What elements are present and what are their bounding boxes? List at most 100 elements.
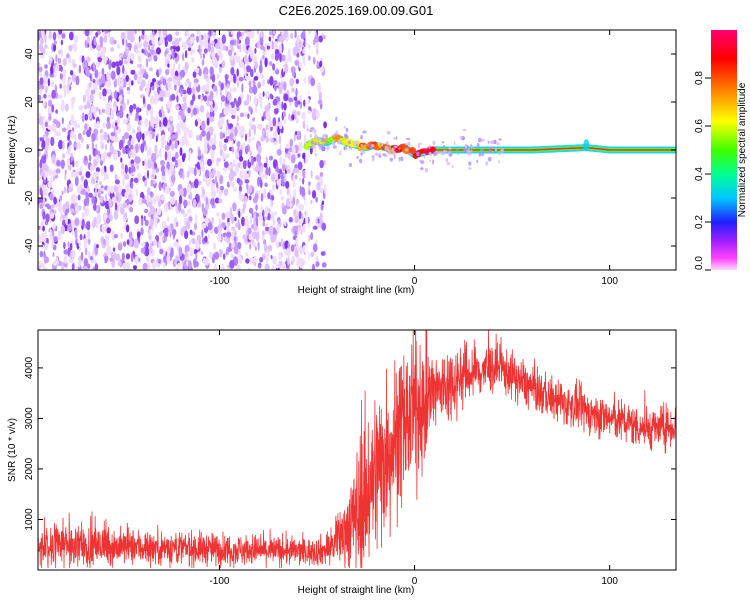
spectrogram-noise-cell [68, 146, 72, 152]
spectrogram-noise-cell [245, 65, 252, 73]
spectrogram-noise-cell [49, 229, 53, 239]
spectrogram-noise-cell [128, 151, 132, 158]
spectrogram-noise-cell [142, 160, 145, 166]
spectrogram-noise-cell [152, 261, 156, 270]
spectrogram-noise-cell [102, 123, 106, 127]
spectrogram-noise-cell [225, 45, 229, 52]
spectrogram-noise-cell [225, 73, 228, 84]
spectrogram-noise-cell [61, 214, 66, 220]
spectrogram-noise-cell [231, 217, 234, 225]
signal-side-cell [335, 130, 339, 136]
spectrogram-noise-cell [42, 188, 48, 197]
spectrogram-noise-cell [141, 30, 145, 36]
spectrogram-noise-cell [275, 267, 281, 270]
spectrogram-noise-cell [188, 81, 192, 89]
spectrogram-noise-cell [292, 174, 296, 184]
spectrogram-noise-cell [237, 241, 242, 250]
spectrogram-noise-cell [236, 106, 240, 112]
spectrogram-noise-cell [43, 93, 47, 99]
spectrogram-noise-cell [96, 244, 99, 249]
spectrogram-noise-cell [312, 56, 316, 65]
spectrogram-noise-cell [252, 136, 255, 141]
spectrogram-noise-cell [295, 87, 298, 98]
signal-side-cell [386, 130, 391, 135]
signal-side-cell [481, 138, 485, 142]
spectrogram-noise-cell [88, 109, 93, 120]
spectrogram-noise-cell [298, 61, 302, 69]
spectrogram-noise-cell [67, 123, 71, 131]
spectrogram-noise-cell [208, 221, 213, 231]
spectrogram-noise-cell [272, 218, 276, 227]
spectrogram-noise-cell [256, 193, 259, 200]
spectrogram-noise-cell [92, 82, 98, 92]
spectrogram-noise-cell [297, 161, 303, 171]
spectrogram-noise-cell [249, 184, 252, 194]
spectrogram-noise-cell [302, 152, 307, 160]
spectrogram-noise-cell [298, 210, 302, 220]
signal-side-cell [360, 152, 363, 156]
spectrogram-noise-cell [300, 258, 305, 263]
spectrogram-noise-cell [56, 159, 61, 167]
spectrogram-noise-cell [318, 99, 323, 105]
spectrogram-noise-cell [78, 241, 82, 247]
spectrogram-noise-cell [206, 100, 210, 107]
spectrogram-noise-cell [93, 122, 96, 128]
spectrogram-noise-cell [183, 199, 188, 208]
spectrogram-noise-cell [153, 55, 158, 62]
spectrogram-noise-cell [151, 85, 155, 91]
spectrogram-noise-cell [223, 143, 227, 152]
signal-track-cell [425, 151, 430, 156]
spectrogram-noise-cell [211, 144, 216, 151]
spectrogram-noise-cell [213, 251, 220, 260]
spectrogram-noise-cell [102, 88, 107, 97]
spectrogram-noise-cell [100, 153, 105, 162]
signal-side-cell [428, 144, 431, 149]
spectrogram-noise-cell [148, 126, 153, 132]
spectrogram-noise-cell [125, 46, 130, 56]
spectrogram-noise-cell [178, 246, 183, 257]
spectrogram-noise-cell [170, 183, 174, 188]
spectrogram-noise-cell [231, 127, 234, 134]
spectrogram-noise-cell [179, 69, 186, 78]
spectrogram-noise-cell [248, 138, 252, 143]
spectrogram-noise-cell [287, 256, 290, 266]
spectrogram-noise-cell [191, 57, 195, 63]
spectrogram-noise-cell [44, 145, 48, 155]
snr-panel: -100 0 100 1000 2000 3000 4000 Height of stra… [7, 329, 677, 596]
spectrogram-noise-cell [140, 247, 146, 254]
spectrogram-noise-cell [262, 230, 265, 236]
spectrogram-noise-cell [264, 263, 270, 270]
spectrogram-noise-cell [181, 122, 187, 132]
spectrogram-noise-cell [229, 259, 235, 269]
spectrogram-noise-cell [295, 247, 298, 255]
spectrogram-noise-cell [221, 152, 226, 161]
spectrogram-x-label: Height of straight line (km) [298, 285, 415, 296]
spectrogram-noise-cell [162, 170, 166, 177]
spectrogram-noise-cell [143, 215, 146, 221]
spectrogram-noise-cell [194, 222, 197, 231]
spectrogram-noise-cell [269, 155, 273, 161]
spectrogram-noise-cell [96, 134, 99, 142]
spectrogram-noise-cell [77, 260, 81, 267]
spectrogram-noise-cell [169, 139, 172, 147]
signal-side-cell [443, 145, 445, 148]
spectrogram-noise-cell [60, 159, 65, 169]
spectrogram-noise-cell [71, 171, 76, 178]
spectrogram-noise-cell [148, 234, 151, 240]
spectrogram-noise-cell [70, 130, 75, 139]
spectrogram-noise-cell [247, 113, 250, 119]
spectrogram-noise-cell [103, 34, 108, 44]
signal-side-cell [462, 128, 467, 132]
spectrogram-noise-cell [132, 103, 137, 110]
spectrogram-noise-cell [236, 115, 239, 123]
spectrogram-noise-cell [155, 195, 160, 202]
spectrogram-noise-cell [220, 222, 227, 228]
spectrogram-noise-cell [144, 145, 148, 151]
spectrogram-noise-cell [258, 264, 261, 269]
spectrogram-noise-cell [38, 234, 41, 239]
spectrogram-noise-cell [187, 208, 192, 214]
signal-side-cell [451, 153, 453, 157]
spectrogram-noise-cell [324, 184, 327, 195]
spectrogram-noise-cell [122, 176, 125, 187]
spectrogram-noise-cell [117, 261, 122, 267]
